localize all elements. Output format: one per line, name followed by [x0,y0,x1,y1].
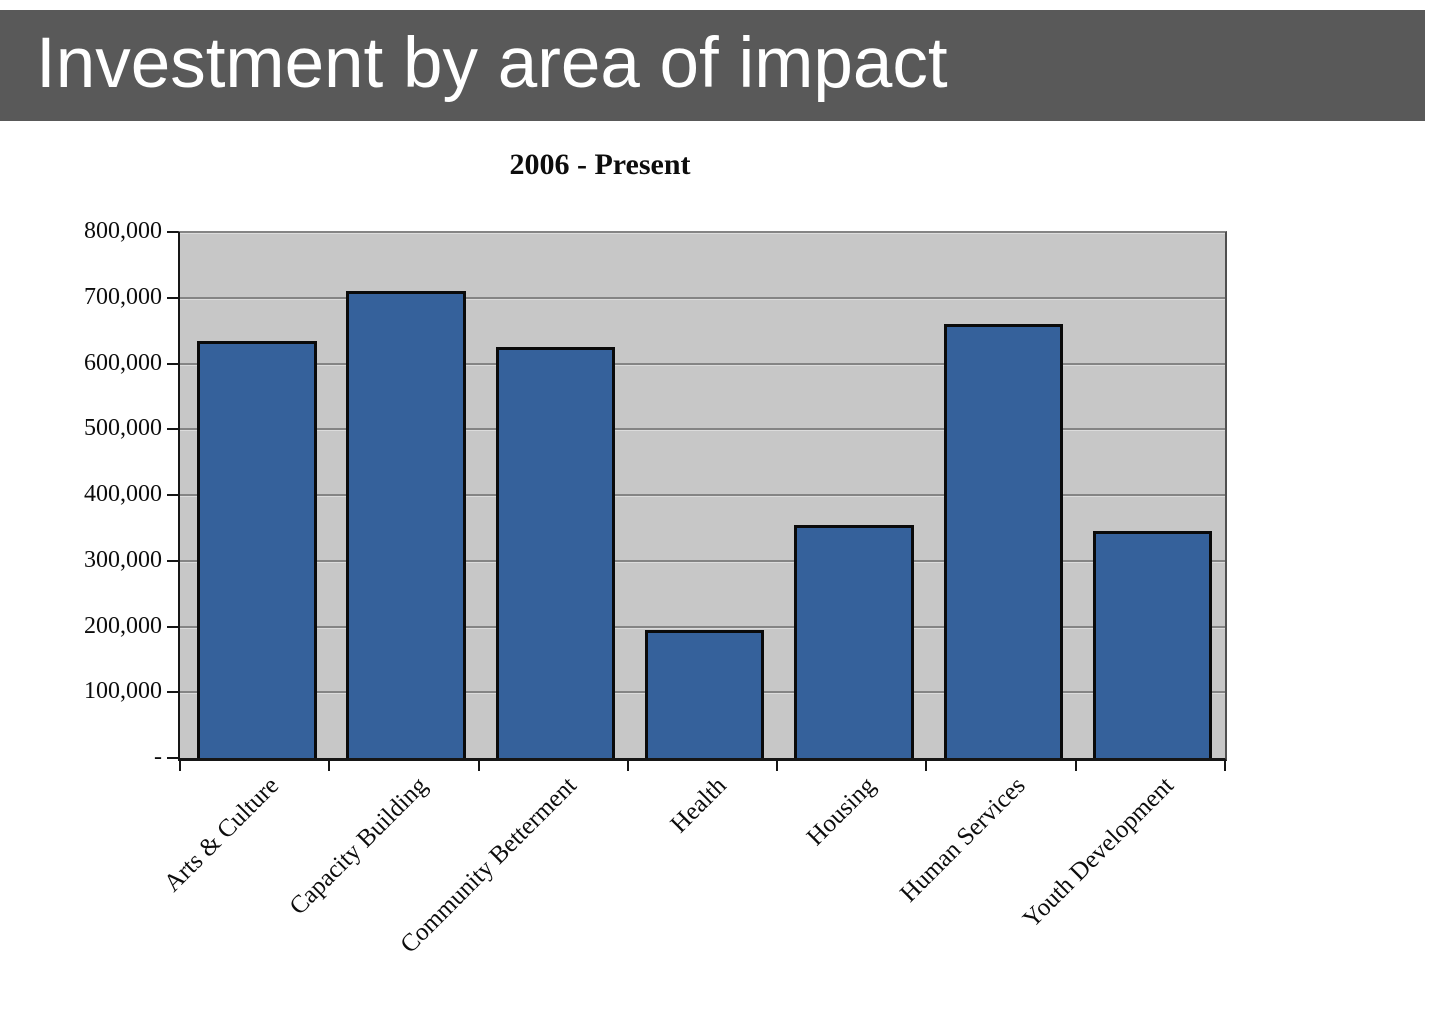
bar-youth-development [1092,531,1213,758]
x-axis-tick [1224,761,1226,771]
gridline [180,625,1225,628]
y-axis-tick [167,691,178,694]
gridline [180,428,1225,431]
page-title: Investment by area of impact [36,24,948,103]
x-category-label: Arts & Culture [158,772,284,898]
y-tick-label: - [154,744,162,770]
x-category-label: Youth Development [1018,772,1180,934]
y-tick-label: 500,000 [84,415,162,442]
x-category-label: Housing [801,772,881,852]
x-axis-tick [626,761,629,771]
x-category-label: Human Services [894,772,1031,908]
plot-area [167,231,1227,771]
y-tick-label: 800,000 [84,218,162,244]
gridline [180,494,1225,496]
header-banner: Investment by area of impact [0,10,1425,121]
x-axis-tick [925,761,928,771]
gridline [180,231,1225,233]
y-axis-tick [167,362,178,365]
y-axis-tick [167,625,178,628]
x-category-label: Capacity Building [284,772,434,921]
y-tick-label: 300,000 [84,546,162,573]
y-axis-tick [167,494,178,496]
y-tick-label: 600,000 [84,349,162,376]
y-tick-label: 400,000 [84,481,162,507]
y-axis-tick [167,296,178,299]
bar-arts-culture [197,340,317,758]
bar-capacity-building [346,291,466,758]
gridline [180,559,1225,562]
gridline [180,362,1225,365]
y-axis-tick [167,231,178,233]
y-tick-label: 200,000 [84,612,162,639]
bar-housing [794,524,914,758]
y-tick-label: 100,000 [84,678,162,705]
y-tick-label: 700,000 [84,283,162,310]
y-axis-tick [167,757,178,759]
chart-title: 2006 - Present [509,148,691,181]
x-axis-tick [179,761,181,771]
bar-community-betterment [495,347,616,758]
x-axis-tick [328,761,331,771]
x-axis-tick [776,761,779,771]
x-axis-tick [1074,761,1077,771]
bar-health [645,629,765,758]
y-axis-tick [167,559,178,562]
gridline [180,296,1225,299]
y-axis-tick [167,428,178,431]
x-category-label: Health [665,772,732,839]
bar-human-services [943,324,1064,758]
x-axis-tick [477,761,480,771]
